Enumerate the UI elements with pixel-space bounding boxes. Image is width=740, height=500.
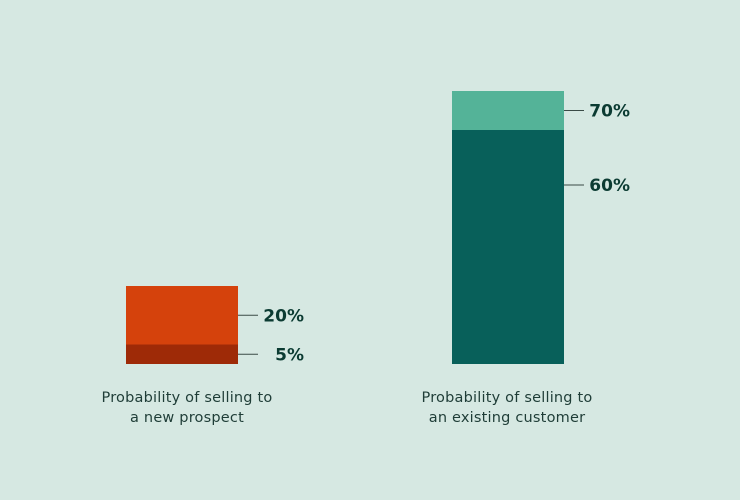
value-label-1-1: 5% bbox=[275, 345, 304, 365]
category-label-2-line-2: an existing customer bbox=[429, 410, 586, 426]
bar-group-1: 5% 20% bbox=[126, 286, 304, 365]
category-label-1-line-2: a new prospect bbox=[130, 410, 244, 426]
bar-1-segment-1 bbox=[126, 344, 238, 364]
category-label-1-line-1: Probability of selling to bbox=[102, 390, 273, 406]
bar-2-segment-1 bbox=[452, 130, 564, 364]
category-label-2-line-1: Probability of selling to bbox=[422, 390, 593, 406]
bar-group-2: 60% 70% bbox=[452, 91, 630, 364]
value-label-2-2: 70% bbox=[589, 102, 630, 122]
value-label-2-1: 60% bbox=[589, 176, 630, 196]
value-label-1-2: 20% bbox=[263, 306, 304, 326]
